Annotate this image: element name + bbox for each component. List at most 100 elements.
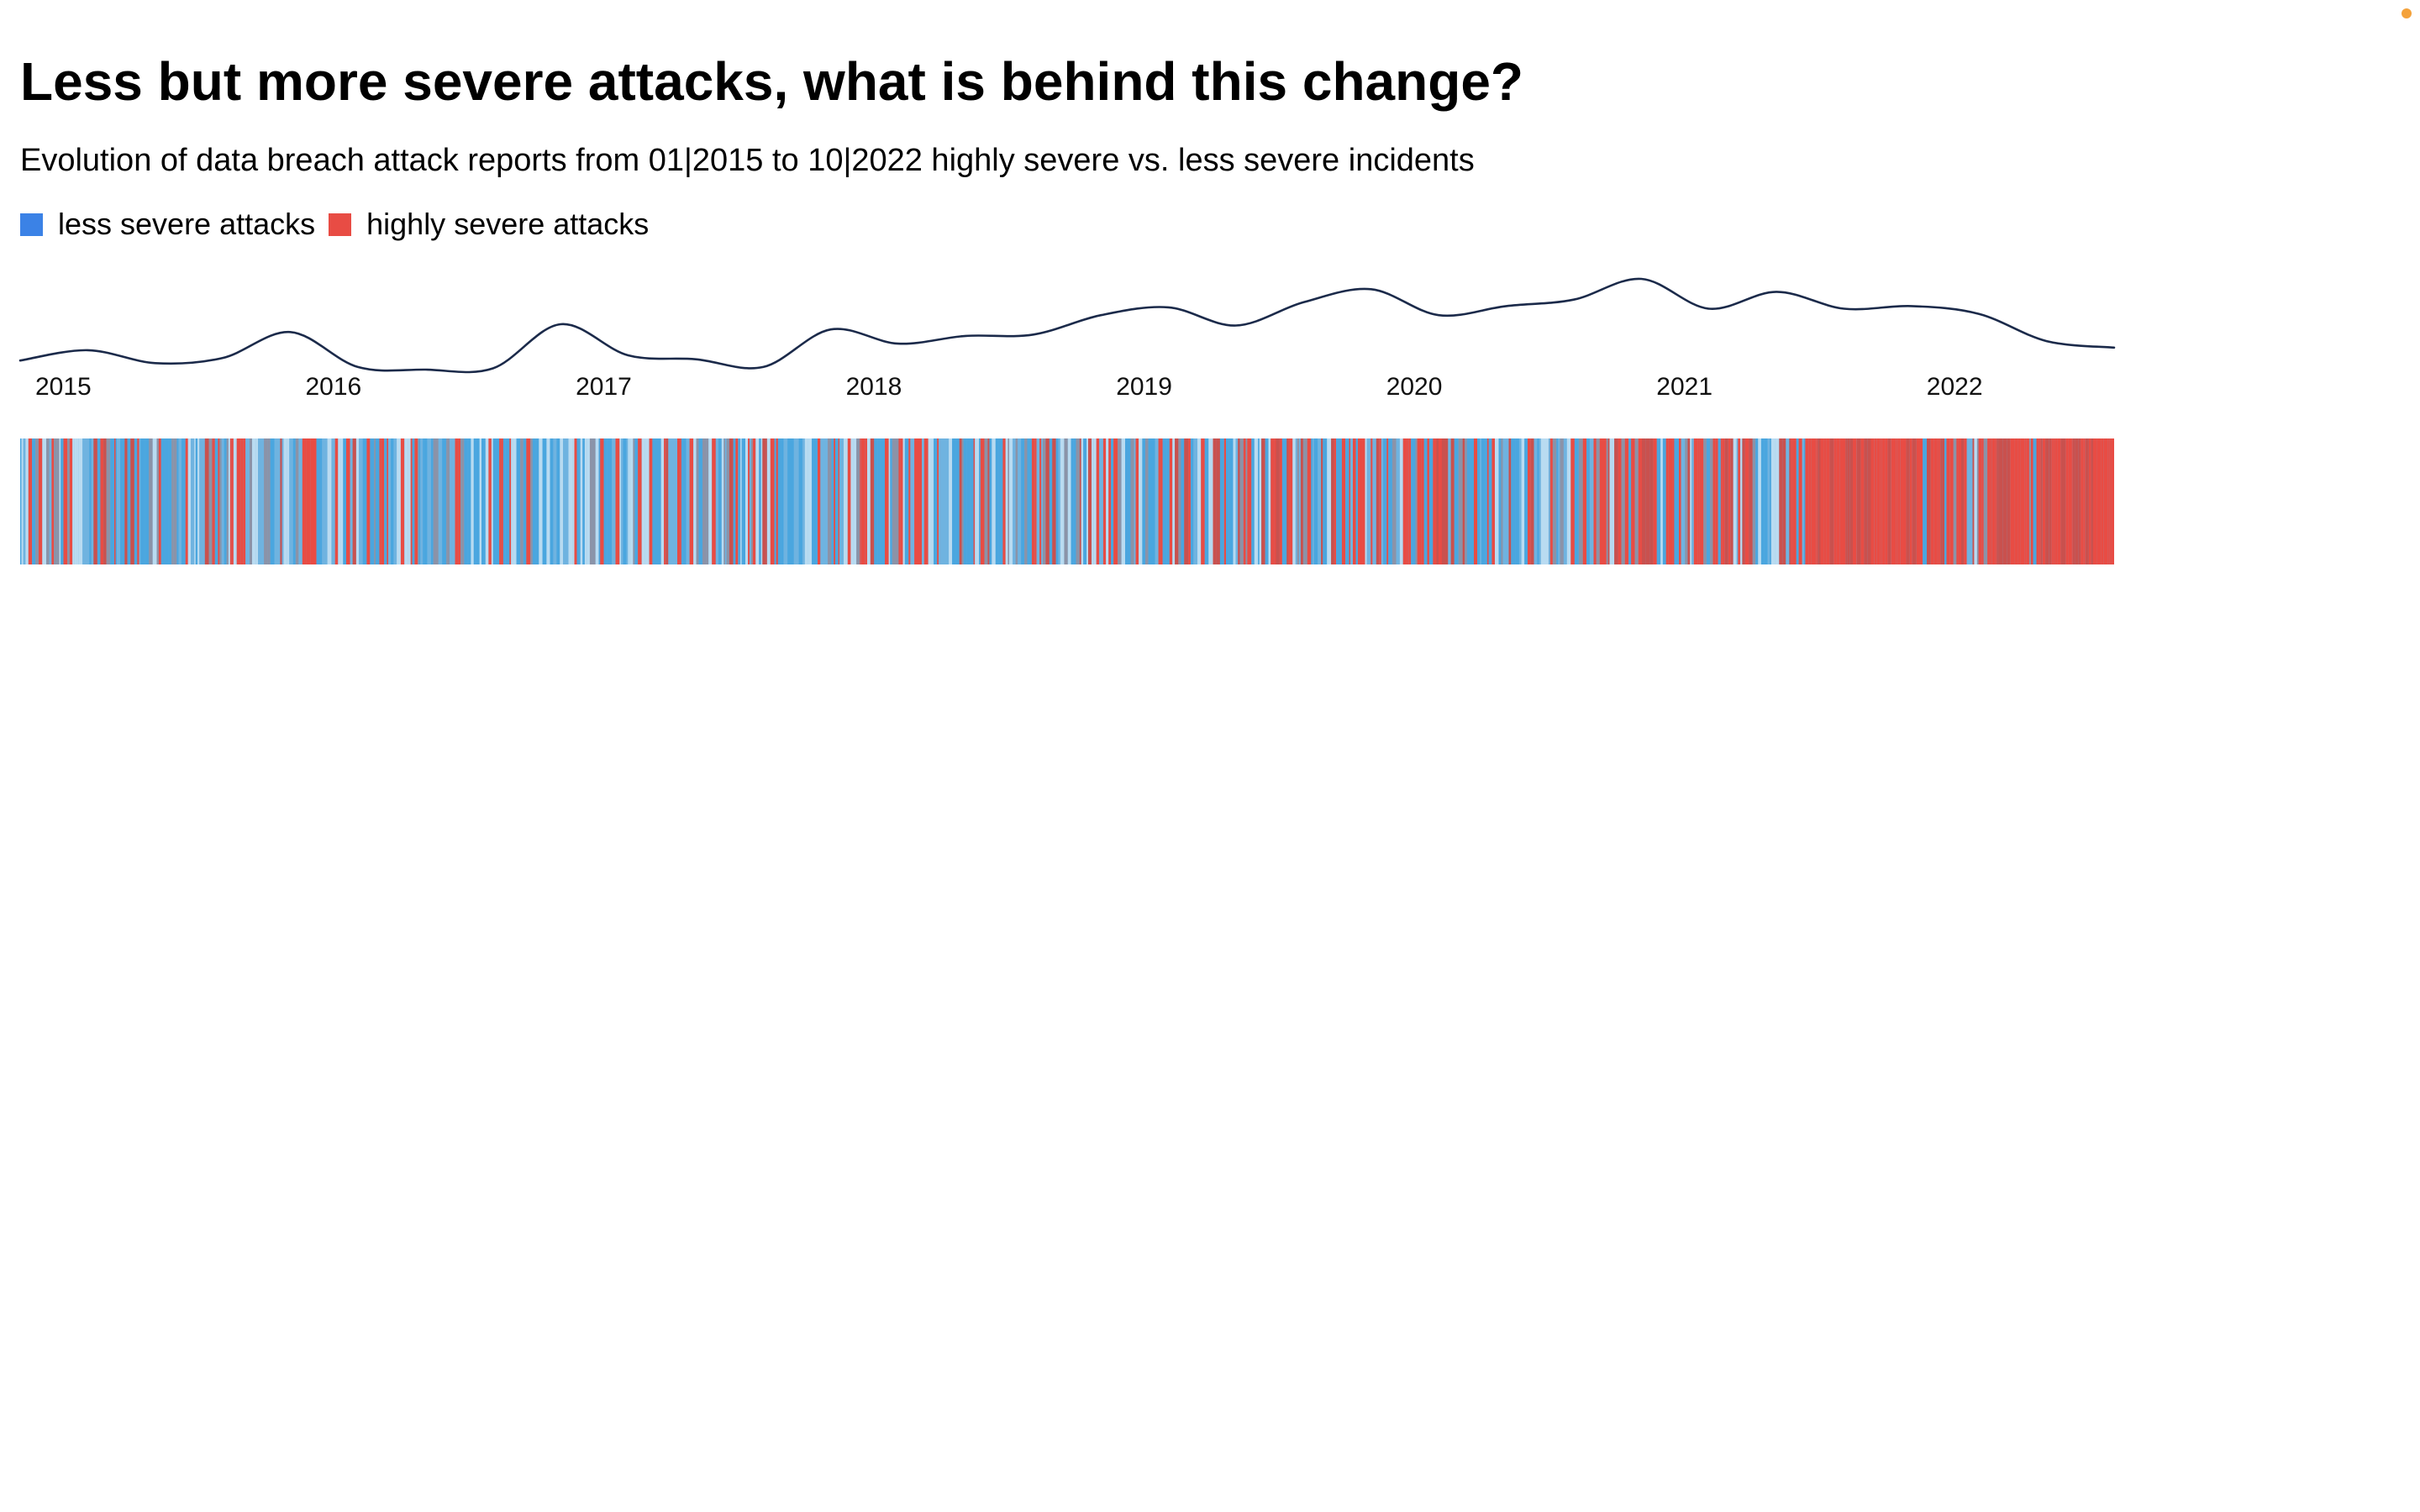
incident-stripe bbox=[1286, 438, 1289, 564]
incident-stripe bbox=[733, 438, 736, 564]
incident-stripe bbox=[607, 438, 609, 564]
incident-stripe bbox=[587, 438, 590, 564]
incident-stripe bbox=[1313, 438, 1314, 564]
incident-stripe bbox=[681, 438, 683, 564]
page-title: Less but more severe attacks, what is be… bbox=[20, 51, 1523, 112]
incident-stripe bbox=[1127, 438, 1131, 564]
incident-stripe bbox=[1178, 438, 1181, 564]
incident-stripe bbox=[1474, 438, 1477, 564]
incident-stripe bbox=[572, 438, 575, 564]
incident-stripe bbox=[145, 438, 150, 564]
incident-stripe bbox=[963, 438, 967, 564]
incident-stripe bbox=[1856, 438, 1861, 564]
incident-stripe bbox=[245, 438, 250, 564]
incident-stripe bbox=[989, 438, 992, 564]
incident-stripe bbox=[1111, 438, 1113, 564]
incident-stripe bbox=[214, 438, 218, 564]
incident-stripe bbox=[612, 438, 616, 564]
incident-stripe bbox=[1833, 438, 1837, 564]
incident-stripe bbox=[464, 438, 468, 564]
incident-stripe bbox=[992, 438, 993, 564]
incident-stripe bbox=[1621, 438, 1625, 564]
incident-stripe bbox=[1279, 438, 1282, 564]
incident-stripe bbox=[1276, 438, 1280, 564]
incident-stripe bbox=[1139, 438, 1143, 564]
incident-stripe bbox=[928, 438, 933, 564]
incident-stripe bbox=[2093, 438, 2097, 564]
incident-stripe bbox=[1458, 438, 1463, 564]
incident-stripe bbox=[1681, 438, 1686, 564]
incident-stripe bbox=[1239, 438, 1244, 564]
incident-stripe bbox=[673, 438, 677, 564]
incident-stripe bbox=[1738, 438, 1741, 564]
incident-stripe bbox=[100, 438, 104, 564]
incident-stripe bbox=[839, 438, 844, 564]
incident-stripe bbox=[1355, 438, 1359, 564]
incident-stripe bbox=[252, 438, 256, 564]
incident-stripe bbox=[191, 438, 195, 564]
incident-stripe bbox=[359, 438, 363, 564]
incident-stripe bbox=[812, 438, 813, 564]
legend-item-highly-severe[interactable]: highly severe attacks bbox=[329, 207, 649, 242]
incident-stripe bbox=[28, 438, 33, 564]
incident-stripe bbox=[1949, 438, 1954, 564]
incident-stripe bbox=[505, 438, 510, 564]
incident-stripe bbox=[2049, 438, 2052, 564]
incident-stripe bbox=[338, 438, 341, 564]
incident-stripe bbox=[292, 438, 296, 564]
incident-stripe bbox=[1258, 438, 1260, 564]
x-tick-label-2015: 2015 bbox=[35, 373, 92, 401]
incident-stripe bbox=[455, 438, 459, 564]
incident-stripe bbox=[1881, 438, 1886, 564]
incident-stripe bbox=[576, 438, 581, 564]
incident-stripe bbox=[1668, 438, 1673, 564]
incident-stripe bbox=[1770, 438, 1771, 564]
incident-stripe bbox=[149, 438, 153, 564]
incident-stripe bbox=[1197, 438, 1202, 564]
legend-item-less-severe[interactable]: less severe attacks bbox=[20, 207, 315, 242]
incident-stripe bbox=[1826, 438, 1830, 564]
incident-stripe bbox=[686, 438, 690, 564]
incident-stripe bbox=[1402, 438, 1407, 564]
incident-stripe bbox=[874, 438, 878, 564]
incident-stripe bbox=[726, 438, 729, 564]
incident-stripe bbox=[139, 438, 141, 564]
incident-stripe bbox=[937, 438, 939, 564]
incident-stripe bbox=[1755, 438, 1759, 564]
incident-stripe bbox=[310, 438, 313, 564]
incident-stripe bbox=[1836, 438, 1840, 564]
incident-stripe bbox=[85, 438, 90, 564]
incident-stripe bbox=[258, 438, 261, 564]
incident-stripe bbox=[910, 438, 915, 564]
incident-stripe bbox=[890, 438, 892, 564]
incident-stripe bbox=[1770, 438, 1776, 564]
incident-stripe bbox=[2088, 438, 2091, 564]
incident-stripe bbox=[641, 438, 645, 564]
incident-stripe bbox=[1125, 438, 1128, 564]
incident-stripe bbox=[1909, 438, 1912, 564]
incident-stripe bbox=[152, 438, 157, 564]
incident-stripe bbox=[1148, 438, 1152, 564]
incident-stripe bbox=[748, 438, 750, 564]
incident-stripe bbox=[644, 438, 650, 564]
incident-stripe bbox=[1108, 438, 1111, 564]
incident-stripe bbox=[1685, 438, 1688, 564]
incident-stripe bbox=[770, 438, 775, 564]
incident-stripe bbox=[1796, 438, 1799, 564]
incident-stripe bbox=[702, 438, 707, 564]
incident-stripe bbox=[1288, 438, 1293, 564]
incident-stripe bbox=[1631, 438, 1635, 564]
incident-stripe bbox=[2075, 438, 2079, 564]
incident-stripe bbox=[137, 438, 139, 564]
incident-stripe bbox=[1710, 438, 1713, 564]
incident-stripe bbox=[1775, 438, 1780, 564]
incident-stripe bbox=[1874, 438, 1877, 564]
incident-stripe bbox=[23, 438, 26, 564]
incident-stripe bbox=[270, 438, 275, 564]
incident-stripe bbox=[171, 438, 174, 564]
incident-stripe bbox=[1350, 438, 1353, 564]
incident-stripe bbox=[1015, 438, 1018, 564]
incident-stripe bbox=[340, 438, 344, 564]
incident-stripe bbox=[434, 438, 439, 564]
incident-stripe bbox=[804, 438, 808, 564]
